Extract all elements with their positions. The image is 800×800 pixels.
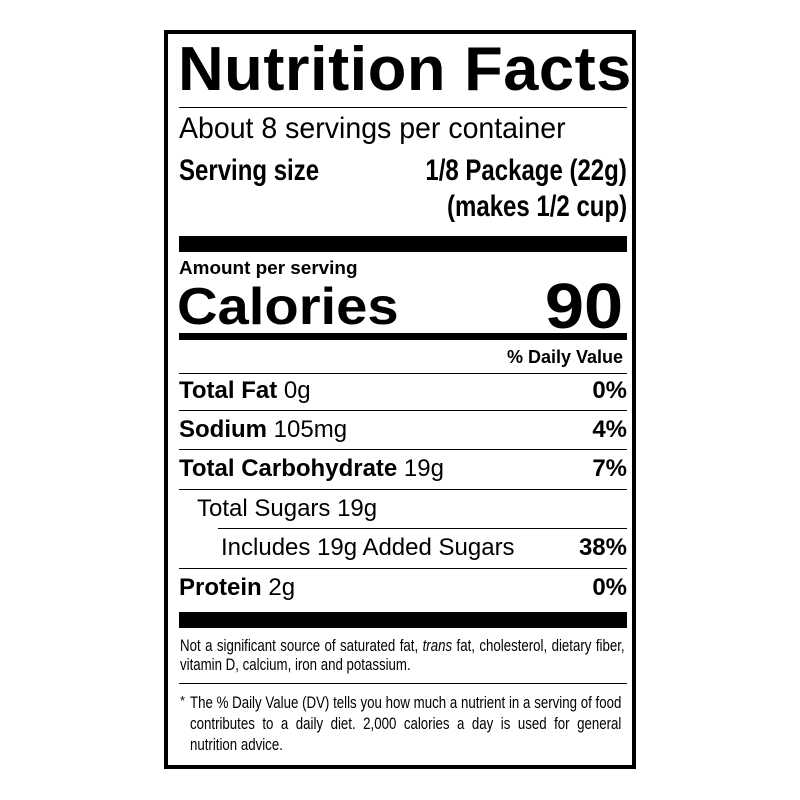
divider xyxy=(179,489,627,490)
nutrient-row-protein: Protein 2g 0% xyxy=(179,569,627,607)
label-title: Nutrition Facts xyxy=(178,35,632,104)
serving-size-note: (makes 1/2 cup) xyxy=(446,190,627,223)
note-text: Not a significant source of saturated fa… xyxy=(180,636,423,655)
medium-divider xyxy=(179,333,627,340)
calories-value: 90 xyxy=(544,270,623,342)
divider xyxy=(179,683,627,684)
nutrient-dv: 0% xyxy=(592,377,627,404)
nutrient-dv: 0% xyxy=(592,574,627,601)
nutrient-name: Total Sugars 19g xyxy=(197,495,378,522)
serving-size-label: Serving size xyxy=(179,154,320,187)
nutrient-row-total-carbohydrate: Total Carbohydrate 19g 7% xyxy=(179,450,627,488)
nutrient-row-added-sugars: Includes 19g Added Sugars 38% xyxy=(179,529,627,567)
nutrient-row-total-fat: Total Fat 0g 0% xyxy=(179,372,627,410)
nutrient-amount: 105mg xyxy=(273,416,348,443)
nutrient-row-sodium: Sodium 105mg 4% xyxy=(179,411,627,449)
divider xyxy=(179,107,627,108)
nutrient-row-total-sugars: Total Sugars 19g xyxy=(179,490,627,528)
amount-per-serving: Amount per serving xyxy=(179,258,358,278)
nutrient-name: Protein xyxy=(179,574,262,601)
thick-divider xyxy=(179,612,627,628)
footnote-asterisk: * xyxy=(180,693,186,708)
nutrient-amount: 19g xyxy=(403,455,444,482)
thick-divider xyxy=(179,236,627,252)
nutrient-name: Total Fat xyxy=(179,377,278,404)
nutrient-name: Sodium xyxy=(179,416,267,443)
servings-per-container: About 8 servings per container xyxy=(179,112,566,145)
divider xyxy=(179,373,627,374)
divider xyxy=(179,568,627,569)
note-text: fat, cholesterol, dietary fiber, vitamin… xyxy=(180,636,625,674)
note-italic: trans xyxy=(422,636,453,655)
nutrient-amount: 2g xyxy=(268,574,296,601)
nutrient-dv: 4% xyxy=(592,416,627,443)
daily-value-footnote: The % Daily Value (DV) tells you how muc… xyxy=(190,693,622,754)
serving-size-value: 1/8 Package (22g) xyxy=(425,154,627,187)
nutrient-name: Total Carbohydrate xyxy=(179,455,398,482)
divider xyxy=(179,410,627,411)
divider xyxy=(179,449,627,450)
nutrient-dv: 38% xyxy=(578,534,627,561)
daily-value-header: % Daily Value xyxy=(506,347,623,367)
nutrition-facts-label: Nutrition Facts About 8 servings per con… xyxy=(164,30,636,769)
divider xyxy=(218,528,627,529)
calories-label: Calories xyxy=(177,278,399,336)
nutrient-name: Includes 19g Added Sugars xyxy=(221,534,515,561)
not-significant-note: Not a significant source of saturated fa… xyxy=(180,636,625,674)
nutrient-amount: 0g xyxy=(283,377,311,404)
nutrient-dv: 7% xyxy=(592,455,627,482)
